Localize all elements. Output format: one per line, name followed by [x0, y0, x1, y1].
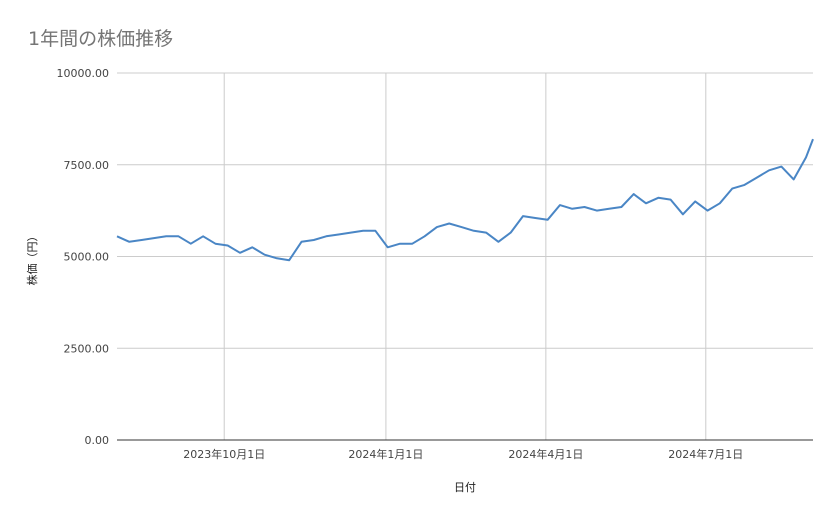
- chart-title: 1年間の株価推移: [28, 28, 174, 50]
- y-tick-labels: 0.00 2500.00 5000.00 7500.00 10000.00: [57, 67, 110, 447]
- x-tick-label: 2024年1月1日: [348, 447, 423, 461]
- gridlines: [117, 72, 813, 440]
- y-tick-label: 7500.00: [64, 159, 110, 172]
- x-tick-label: 2023年10月1日: [183, 447, 265, 461]
- y-tick-label: 5000.00: [64, 251, 110, 264]
- y-tick-label: 0.00: [85, 434, 110, 447]
- y-axis-label: 株価（円）: [25, 231, 39, 286]
- x-tick-label: 2024年7月1日: [668, 447, 743, 461]
- x-tick-labels: 2023年10月1日 2024年1月1日 2024年4月1日 2024年7月1日: [183, 447, 743, 461]
- x-axis-label: 日付: [454, 481, 476, 494]
- series-line-stock-price: [116, 138, 814, 262]
- y-tick-label: 10000.00: [57, 67, 110, 80]
- y-tick-label: 2500.00: [64, 342, 110, 355]
- x-tick-label: 2024年4月1日: [508, 447, 583, 461]
